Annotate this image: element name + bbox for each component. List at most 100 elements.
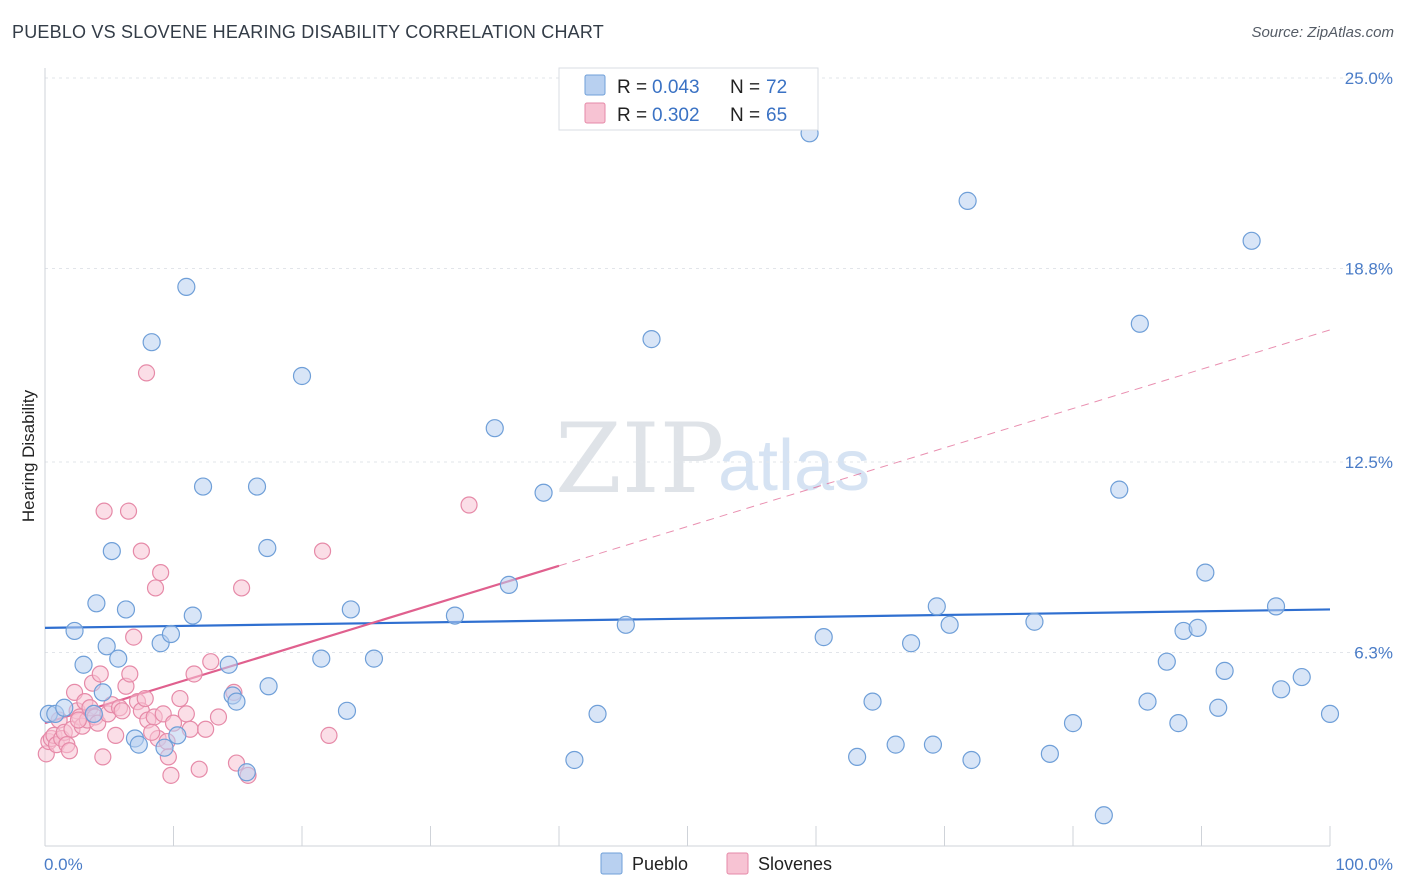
point-pueblo-34 xyxy=(445,606,465,625)
point-pueblo-30 xyxy=(312,649,331,668)
point-pueblo-69 xyxy=(1272,680,1291,699)
point-pueblo-26 xyxy=(247,477,267,496)
point-pueblo-21 xyxy=(193,477,213,496)
point-slovenes-23 xyxy=(95,502,113,520)
point-pueblo-35 xyxy=(485,419,504,438)
point-pueblo-60 xyxy=(1157,652,1176,671)
trend-line-slovenes-solid xyxy=(44,564,560,725)
point-pueblo-19 xyxy=(177,277,196,296)
legend-r-value-pueblo: 0.043 xyxy=(652,77,700,98)
point-pueblo-49 xyxy=(927,597,946,616)
point-pueblo-11 xyxy=(116,600,136,619)
point-slovenes-49 xyxy=(197,720,215,738)
point-pueblo-44 xyxy=(848,747,867,767)
point-slovenes-50 xyxy=(202,653,220,671)
point-pueblo-59 xyxy=(1138,692,1157,711)
point-pueblo-33 xyxy=(364,649,384,668)
point-pueblo-58 xyxy=(1130,314,1149,333)
point-pueblo-61 xyxy=(1169,714,1188,733)
legend-n-value-slovenes: 65 xyxy=(766,105,787,126)
point-pueblo-67 xyxy=(1242,231,1261,250)
point-pueblo-13 xyxy=(129,735,148,754)
point-slovenes-51 xyxy=(209,708,228,726)
point-slovenes-32 xyxy=(125,628,143,646)
chart-title: PUEBLO VS SLOVENE HEARING DISABILITY COR… xyxy=(12,22,604,42)
point-slovenes-64 xyxy=(69,711,88,729)
point-pueblo-17 xyxy=(161,624,181,644)
point-pueblo-45 xyxy=(863,692,882,711)
point-pueblo-2 xyxy=(55,698,74,717)
point-pueblo-70 xyxy=(1292,667,1311,687)
legend-n-value-pueblo: 72 xyxy=(766,77,787,98)
point-pueblo-64 xyxy=(1196,563,1215,582)
point-pueblo-8 xyxy=(97,637,116,656)
point-pueblo-22 xyxy=(219,655,238,674)
point-pueblo-50 xyxy=(940,615,959,634)
point-pueblo-38 xyxy=(565,750,584,770)
point-pueblo-39 xyxy=(588,704,607,724)
point-pueblo-37 xyxy=(534,483,553,502)
point-pueblo-54 xyxy=(1040,744,1059,763)
point-pueblo-5 xyxy=(84,704,103,724)
x-tick-label-1: 100.0% xyxy=(1335,855,1393,874)
point-pueblo-66 xyxy=(1215,661,1234,680)
point-pueblo-36 xyxy=(499,575,518,594)
point-slovenes-54 xyxy=(233,579,251,597)
point-slovenes-56 xyxy=(137,364,156,382)
point-slovenes-35 xyxy=(136,689,154,708)
point-slovenes-60 xyxy=(320,726,338,745)
point-pueblo-55 xyxy=(1063,714,1083,733)
point-slovenes-44 xyxy=(171,689,189,708)
axes: 6.3% 12.5% 18.8% 25.0% 0.0% 100.0% xyxy=(44,68,1393,874)
point-pueblo-20 xyxy=(183,606,202,625)
point-slovenes-47 xyxy=(185,665,203,683)
point-slovenes-57 xyxy=(146,579,165,597)
point-slovenes-9 xyxy=(60,742,79,760)
point-pueblo-47 xyxy=(901,634,921,653)
point-slovenes-42 xyxy=(162,766,180,784)
correlation-legend: R = 0.043 N = 72 R = 0.302 N = 65 xyxy=(558,67,819,131)
legend-r-label-pueblo: R = xyxy=(617,77,647,98)
x-tick-label-0: 0.0% xyxy=(44,855,83,874)
point-slovenes-31 xyxy=(119,502,138,520)
point-slovenes-30 xyxy=(121,665,139,683)
point-pueblo-48 xyxy=(923,735,943,754)
source-label: Source: ZipAtlas.com xyxy=(1251,24,1394,41)
series-legend-label-pueblo: Pueblo xyxy=(632,854,688,874)
legend-n-label-slovenes: N = xyxy=(730,105,760,126)
point-pueblo-71 xyxy=(1320,704,1340,724)
point-slovenes-21 xyxy=(91,665,109,683)
data-points xyxy=(37,124,1340,825)
point-slovenes-59 xyxy=(313,542,332,560)
point-slovenes-22 xyxy=(94,748,112,766)
point-slovenes-37 xyxy=(132,542,150,560)
point-pueblo-9 xyxy=(102,541,121,561)
point-pueblo-46 xyxy=(886,735,905,754)
watermark-atlas: atlas xyxy=(718,426,870,506)
point-pueblo-68 xyxy=(1266,597,1286,616)
legend-r-label-slovenes: R = xyxy=(617,105,647,126)
point-pueblo-27 xyxy=(258,538,277,558)
point-pueblo-41 xyxy=(642,330,661,349)
trend-line-pueblo xyxy=(44,608,1331,629)
y-tick-label-2: 18.8% xyxy=(1345,259,1393,278)
point-slovenes-58 xyxy=(152,563,170,582)
point-slovenes-28 xyxy=(113,702,131,720)
y-axis-label: Hearing Disability xyxy=(19,389,38,522)
point-pueblo-18 xyxy=(168,726,187,745)
point-pueblo-25 xyxy=(237,763,256,782)
point-pueblo-10 xyxy=(109,649,128,668)
point-pueblo-3 xyxy=(65,621,84,641)
point-pueblo-51 xyxy=(958,191,977,210)
legend-n-label-pueblo: N = xyxy=(730,77,760,98)
point-pueblo-53 xyxy=(1025,612,1044,631)
point-pueblo-52 xyxy=(962,750,981,770)
point-slovenes-26 xyxy=(107,726,125,745)
point-pueblo-32 xyxy=(341,600,360,619)
point-pueblo-43 xyxy=(814,628,833,647)
point-pueblo-29 xyxy=(292,366,312,386)
legend-swatch-pueblo xyxy=(584,74,606,96)
series-legend-label-slovenes: Slovenes xyxy=(758,854,832,874)
point-pueblo-56 xyxy=(1094,806,1113,825)
